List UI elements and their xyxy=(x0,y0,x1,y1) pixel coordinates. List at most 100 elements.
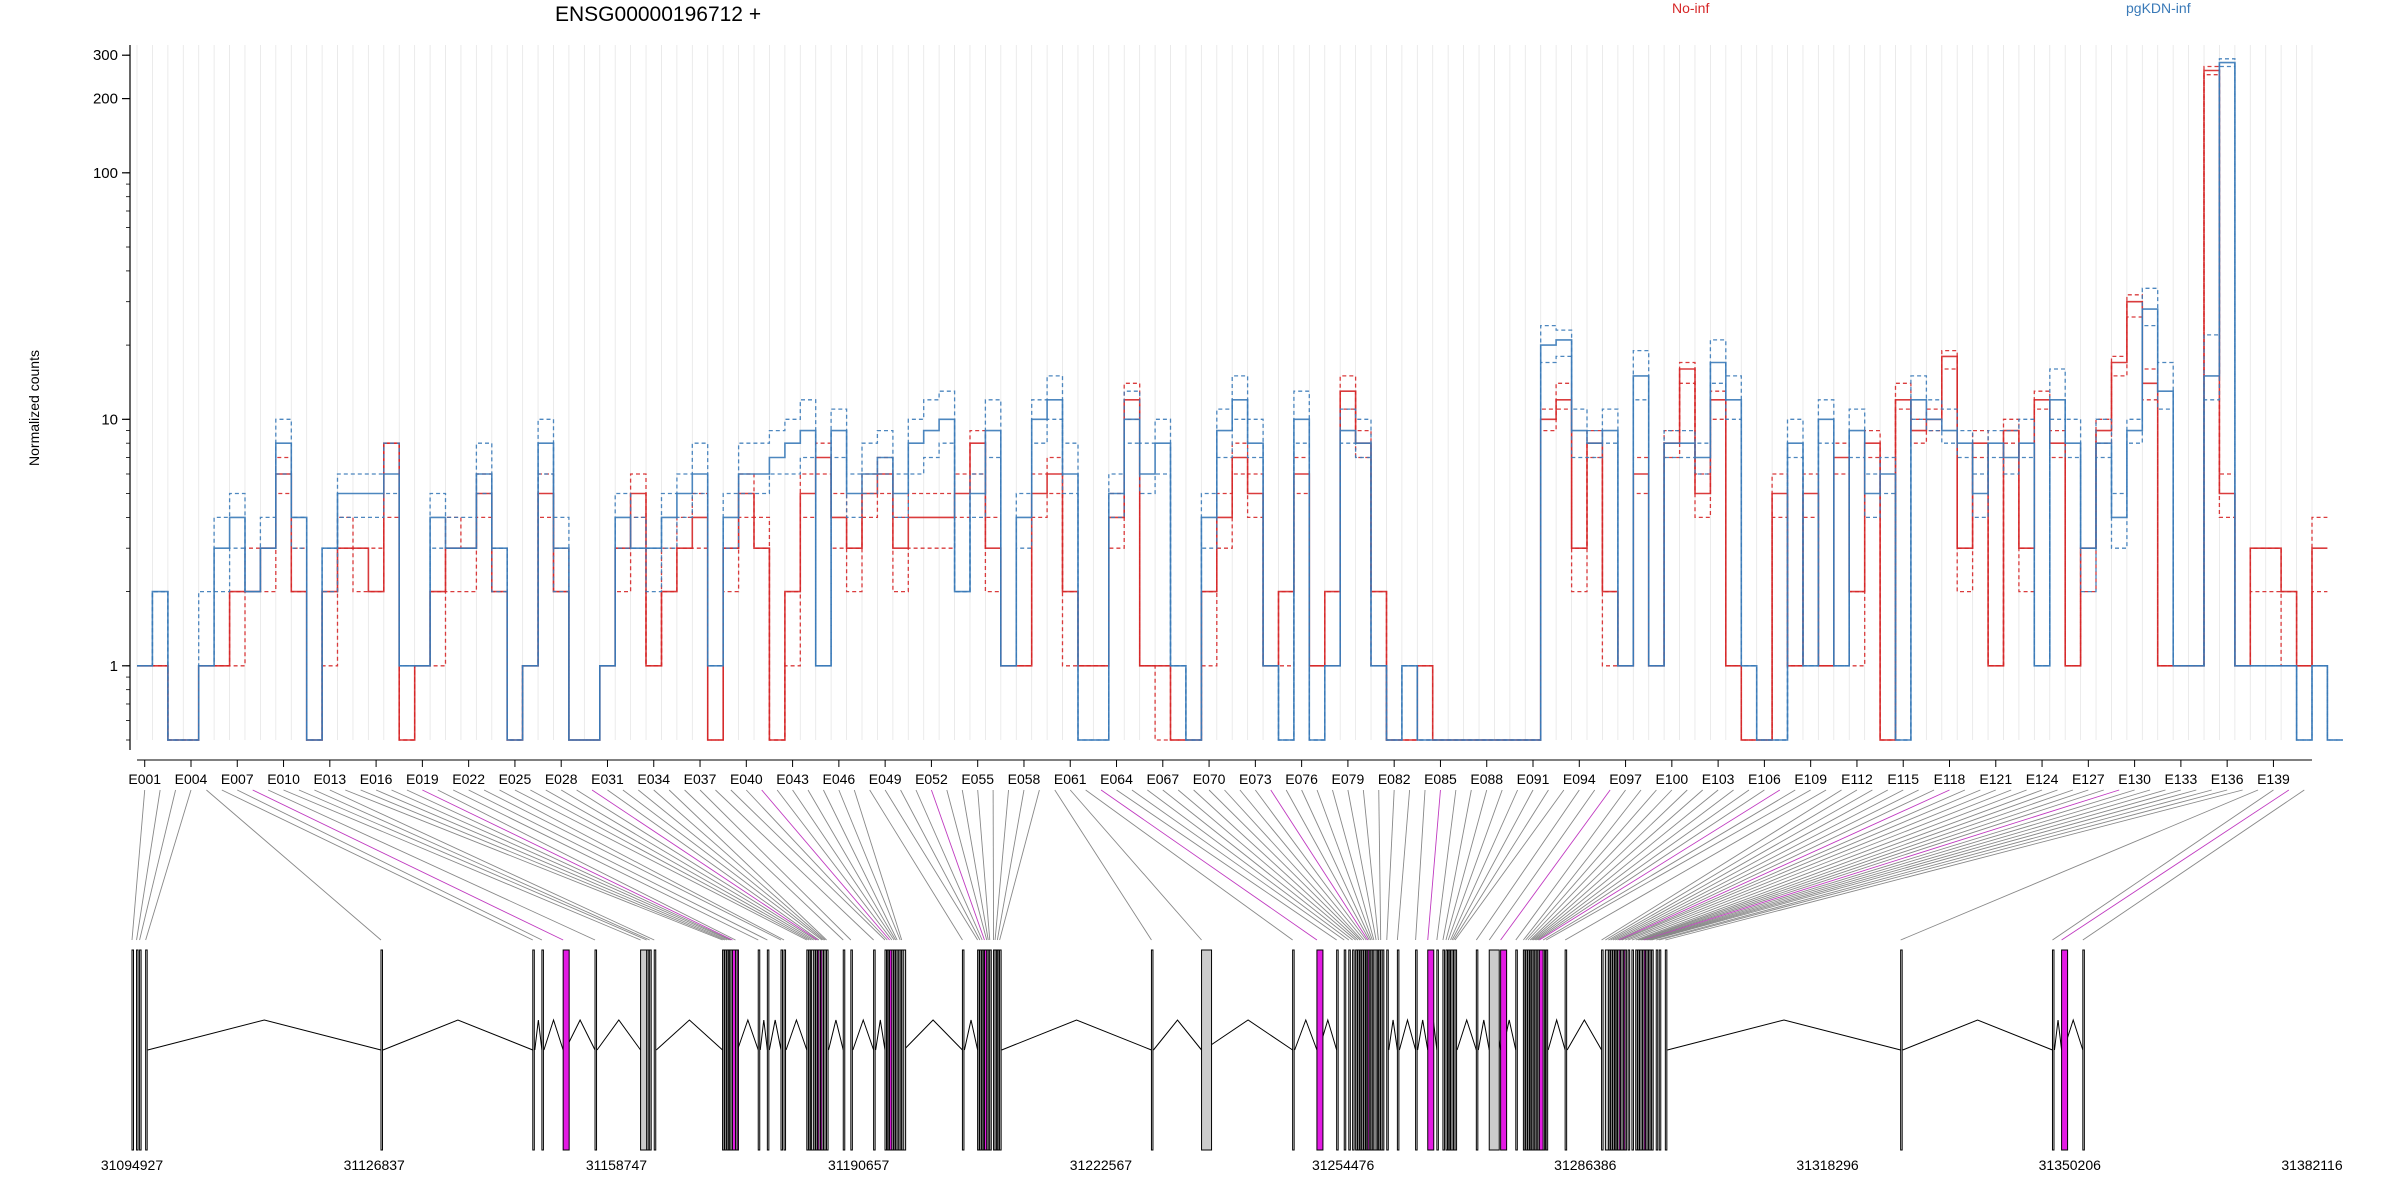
exon-box xyxy=(562,949,570,1151)
exon-connector xyxy=(1656,789,2212,941)
exon-connector xyxy=(1648,789,2166,941)
exon-connector xyxy=(252,789,564,941)
exon-tick-label: E034 xyxy=(637,771,670,787)
exon-connector xyxy=(345,789,723,941)
exon-box xyxy=(1564,949,1568,1151)
exon-connector xyxy=(1618,789,1950,941)
exon-box xyxy=(977,949,980,1151)
intron-line xyxy=(543,1018,564,1051)
exon-box xyxy=(1515,949,1518,1151)
exon-connector xyxy=(961,789,989,941)
exon-box xyxy=(1610,949,1613,1151)
exon-connector xyxy=(139,789,177,941)
exon-box xyxy=(783,949,787,1151)
exon-box xyxy=(1447,949,1451,1151)
exon-box xyxy=(996,949,1000,1151)
exon-connector xyxy=(745,789,888,941)
exon-connector xyxy=(1116,789,1337,941)
exon-connector xyxy=(996,789,1025,941)
exon-box xyxy=(1614,949,1618,1151)
intron-line xyxy=(1203,1019,1293,1051)
exon-connector xyxy=(1069,789,1202,941)
intron-line xyxy=(903,1019,963,1051)
exon-box xyxy=(1655,949,1659,1151)
exon-tick-label: E019 xyxy=(406,771,439,787)
exon-connector xyxy=(699,789,852,941)
exon-connector xyxy=(1454,789,1565,941)
exon-box xyxy=(1201,949,1213,1151)
intron-line xyxy=(1001,1019,1152,1051)
exon-connector xyxy=(237,789,543,941)
exon-box xyxy=(842,949,846,1151)
exon-connector xyxy=(1453,789,1549,941)
exon-box xyxy=(734,949,738,1151)
intron-line xyxy=(759,1019,768,1051)
exon-tick-label: E133 xyxy=(2165,771,2198,787)
exon-box xyxy=(979,949,982,1151)
exon-box xyxy=(1601,949,1604,1151)
intron-line xyxy=(596,1019,641,1051)
intron-line xyxy=(736,1018,759,1051)
genomic-position-label: 31318296 xyxy=(1796,1157,1859,1173)
exon-box xyxy=(1292,949,1295,1151)
exon-connector xyxy=(1900,789,2259,941)
exon-connector xyxy=(314,789,650,941)
exon-connector xyxy=(776,789,893,941)
exon-connector xyxy=(1534,789,1734,941)
exon-connector xyxy=(2052,789,2274,941)
intron-line xyxy=(1566,1018,1603,1051)
exon-box xyxy=(1612,949,1615,1151)
exon-tick-label: E085 xyxy=(1424,771,1457,787)
exon-box xyxy=(1427,949,1435,1151)
exon-box xyxy=(1527,949,1530,1151)
exon-connector xyxy=(1386,789,1395,941)
exon-connector xyxy=(1442,789,1472,941)
exon-tick-label: E121 xyxy=(1979,771,2012,787)
exon-box xyxy=(1396,949,1400,1151)
exon-connector xyxy=(977,789,991,941)
exon-tick-label: E028 xyxy=(545,771,578,787)
exon-box xyxy=(826,949,829,1151)
exon-box xyxy=(818,949,821,1151)
exon-connector xyxy=(653,789,826,941)
exon-tick-label: E103 xyxy=(1702,771,1735,787)
exon-connector xyxy=(1147,789,1350,941)
intron-line xyxy=(382,1019,533,1051)
exon-connector xyxy=(1131,789,1345,941)
exon-box xyxy=(989,949,992,1151)
exon-tick-label: E040 xyxy=(730,771,763,787)
exon-box xyxy=(640,949,652,1151)
exon-tick-label: E079 xyxy=(1332,771,1365,787)
exon-box xyxy=(873,949,876,1151)
exon-box xyxy=(766,949,770,1151)
exon-box xyxy=(1336,949,1339,1151)
exon-connector xyxy=(1527,789,1673,941)
exon-connector xyxy=(1642,789,2104,941)
genomic-position-label: 31158747 xyxy=(586,1157,647,1173)
genomic-position-label: 31254476 xyxy=(1312,1157,1375,1173)
exon-tick-label: E112 xyxy=(1841,771,1873,787)
exon-tick-label: E136 xyxy=(2211,771,2244,787)
exon-tick-label: E046 xyxy=(823,771,856,787)
exon-box xyxy=(136,949,139,1151)
exon-connector xyxy=(422,789,733,941)
exon-tick-label: E016 xyxy=(360,771,393,787)
exon-connector xyxy=(545,789,812,941)
exon-tick-label: E088 xyxy=(1470,771,1503,787)
exon-connector xyxy=(915,789,983,941)
exon-box xyxy=(1150,949,1154,1151)
intron-line xyxy=(768,1019,782,1051)
exon-connector xyxy=(1537,789,1765,941)
exon-connector xyxy=(1208,789,1361,941)
exon-tick-label: E139 xyxy=(2257,771,2290,787)
series-line-4 xyxy=(137,65,2343,741)
intron-line xyxy=(655,1019,723,1051)
exon-connector xyxy=(329,789,655,941)
exon-connector xyxy=(1488,789,1596,941)
exon-box xyxy=(724,949,727,1151)
exon-box xyxy=(1664,949,1668,1151)
exon-connector xyxy=(1447,789,1503,941)
exon-connector xyxy=(1640,789,2089,941)
